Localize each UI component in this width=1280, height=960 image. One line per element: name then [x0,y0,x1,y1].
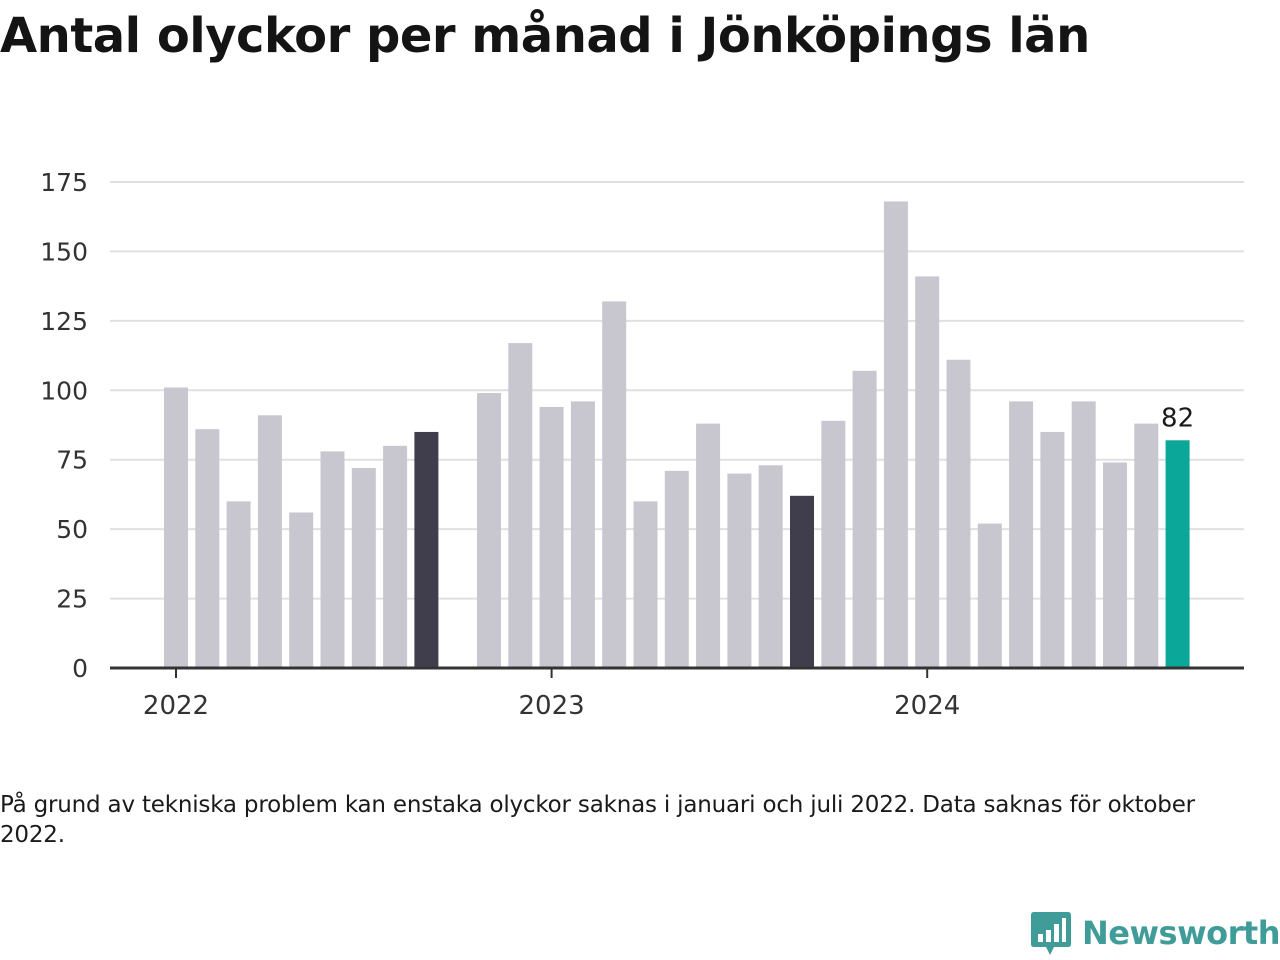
bar-2022-12 [508,343,533,668]
y-tick-label: 0 [72,654,88,683]
bar-2023-03 [602,301,627,668]
bar-2022-04 [257,415,282,668]
bar-2024-09 [1165,440,1190,668]
bar-2022-01 [164,387,188,668]
bar-2023-04 [633,501,658,668]
bar-2022-09 [414,431,439,668]
y-tick-label: 150 [40,237,88,266]
bar-2022-05 [289,512,314,668]
bar-2022-06 [320,451,345,668]
bars [164,201,1190,668]
bar-2024-02 [946,359,971,668]
bar-2023-02 [570,401,595,668]
data-labels: 82 [1161,403,1194,433]
newsworthy-logo: Newsworthy [1030,910,1280,956]
y-tick-label: 100 [40,376,88,405]
bar-2023-12 [883,201,908,668]
bar-2024-01 [915,276,940,668]
bar-2024-06 [1071,401,1096,668]
bar-2023-01 [539,406,564,668]
y-tick-label: 125 [40,307,88,336]
y-tick-label: 175 [40,168,88,197]
bar-2022-07 [351,468,376,668]
bar-2024-08 [1134,423,1159,668]
bar-2023-05 [664,470,689,668]
bar-2023-08 [758,465,783,668]
bar-2022-08 [383,445,408,668]
y-tick-label: 50 [56,515,88,544]
bar-2024-04 [1009,401,1034,668]
bar-2024-03 [977,523,1002,668]
x-axis: 2022 2023 2024 [110,666,1244,721]
bar-2023-10 [821,420,846,668]
y-tick-label: 25 [56,585,88,614]
bar-2024-07 [1103,462,1127,668]
bar-chart: 0 25 50 75 100 125 150 175 2022 2023 2024 82 [40,168,1244,721]
bar-2022-03 [226,501,251,668]
y-tick-label: 75 [56,446,88,475]
bar-2023-11 [852,370,877,668]
x-tick-label: 2022 [143,691,209,721]
bar-2022-11 [477,393,501,668]
x-tick-label: 2023 [519,691,585,721]
bar-2024-05 [1040,431,1065,668]
x-tick-label: 2024 [894,691,960,721]
chart-title: Antal olyckor per månad i Jönköpings län [0,8,1090,64]
bar-2023-07 [727,473,752,668]
bar-2023-06 [696,423,721,668]
brand-name: Newsworthy [1082,914,1280,952]
y-axis: 0 25 50 75 100 125 150 175 [40,168,88,683]
data-label-2024-09: 82 [1161,403,1194,433]
bar-2023-09 [790,495,814,668]
chart-speech-bubble-icon [1031,912,1071,955]
footnote: På grund av tekniska problem kan enstaka… [0,792,1195,848]
bar-2022-02 [195,429,220,668]
